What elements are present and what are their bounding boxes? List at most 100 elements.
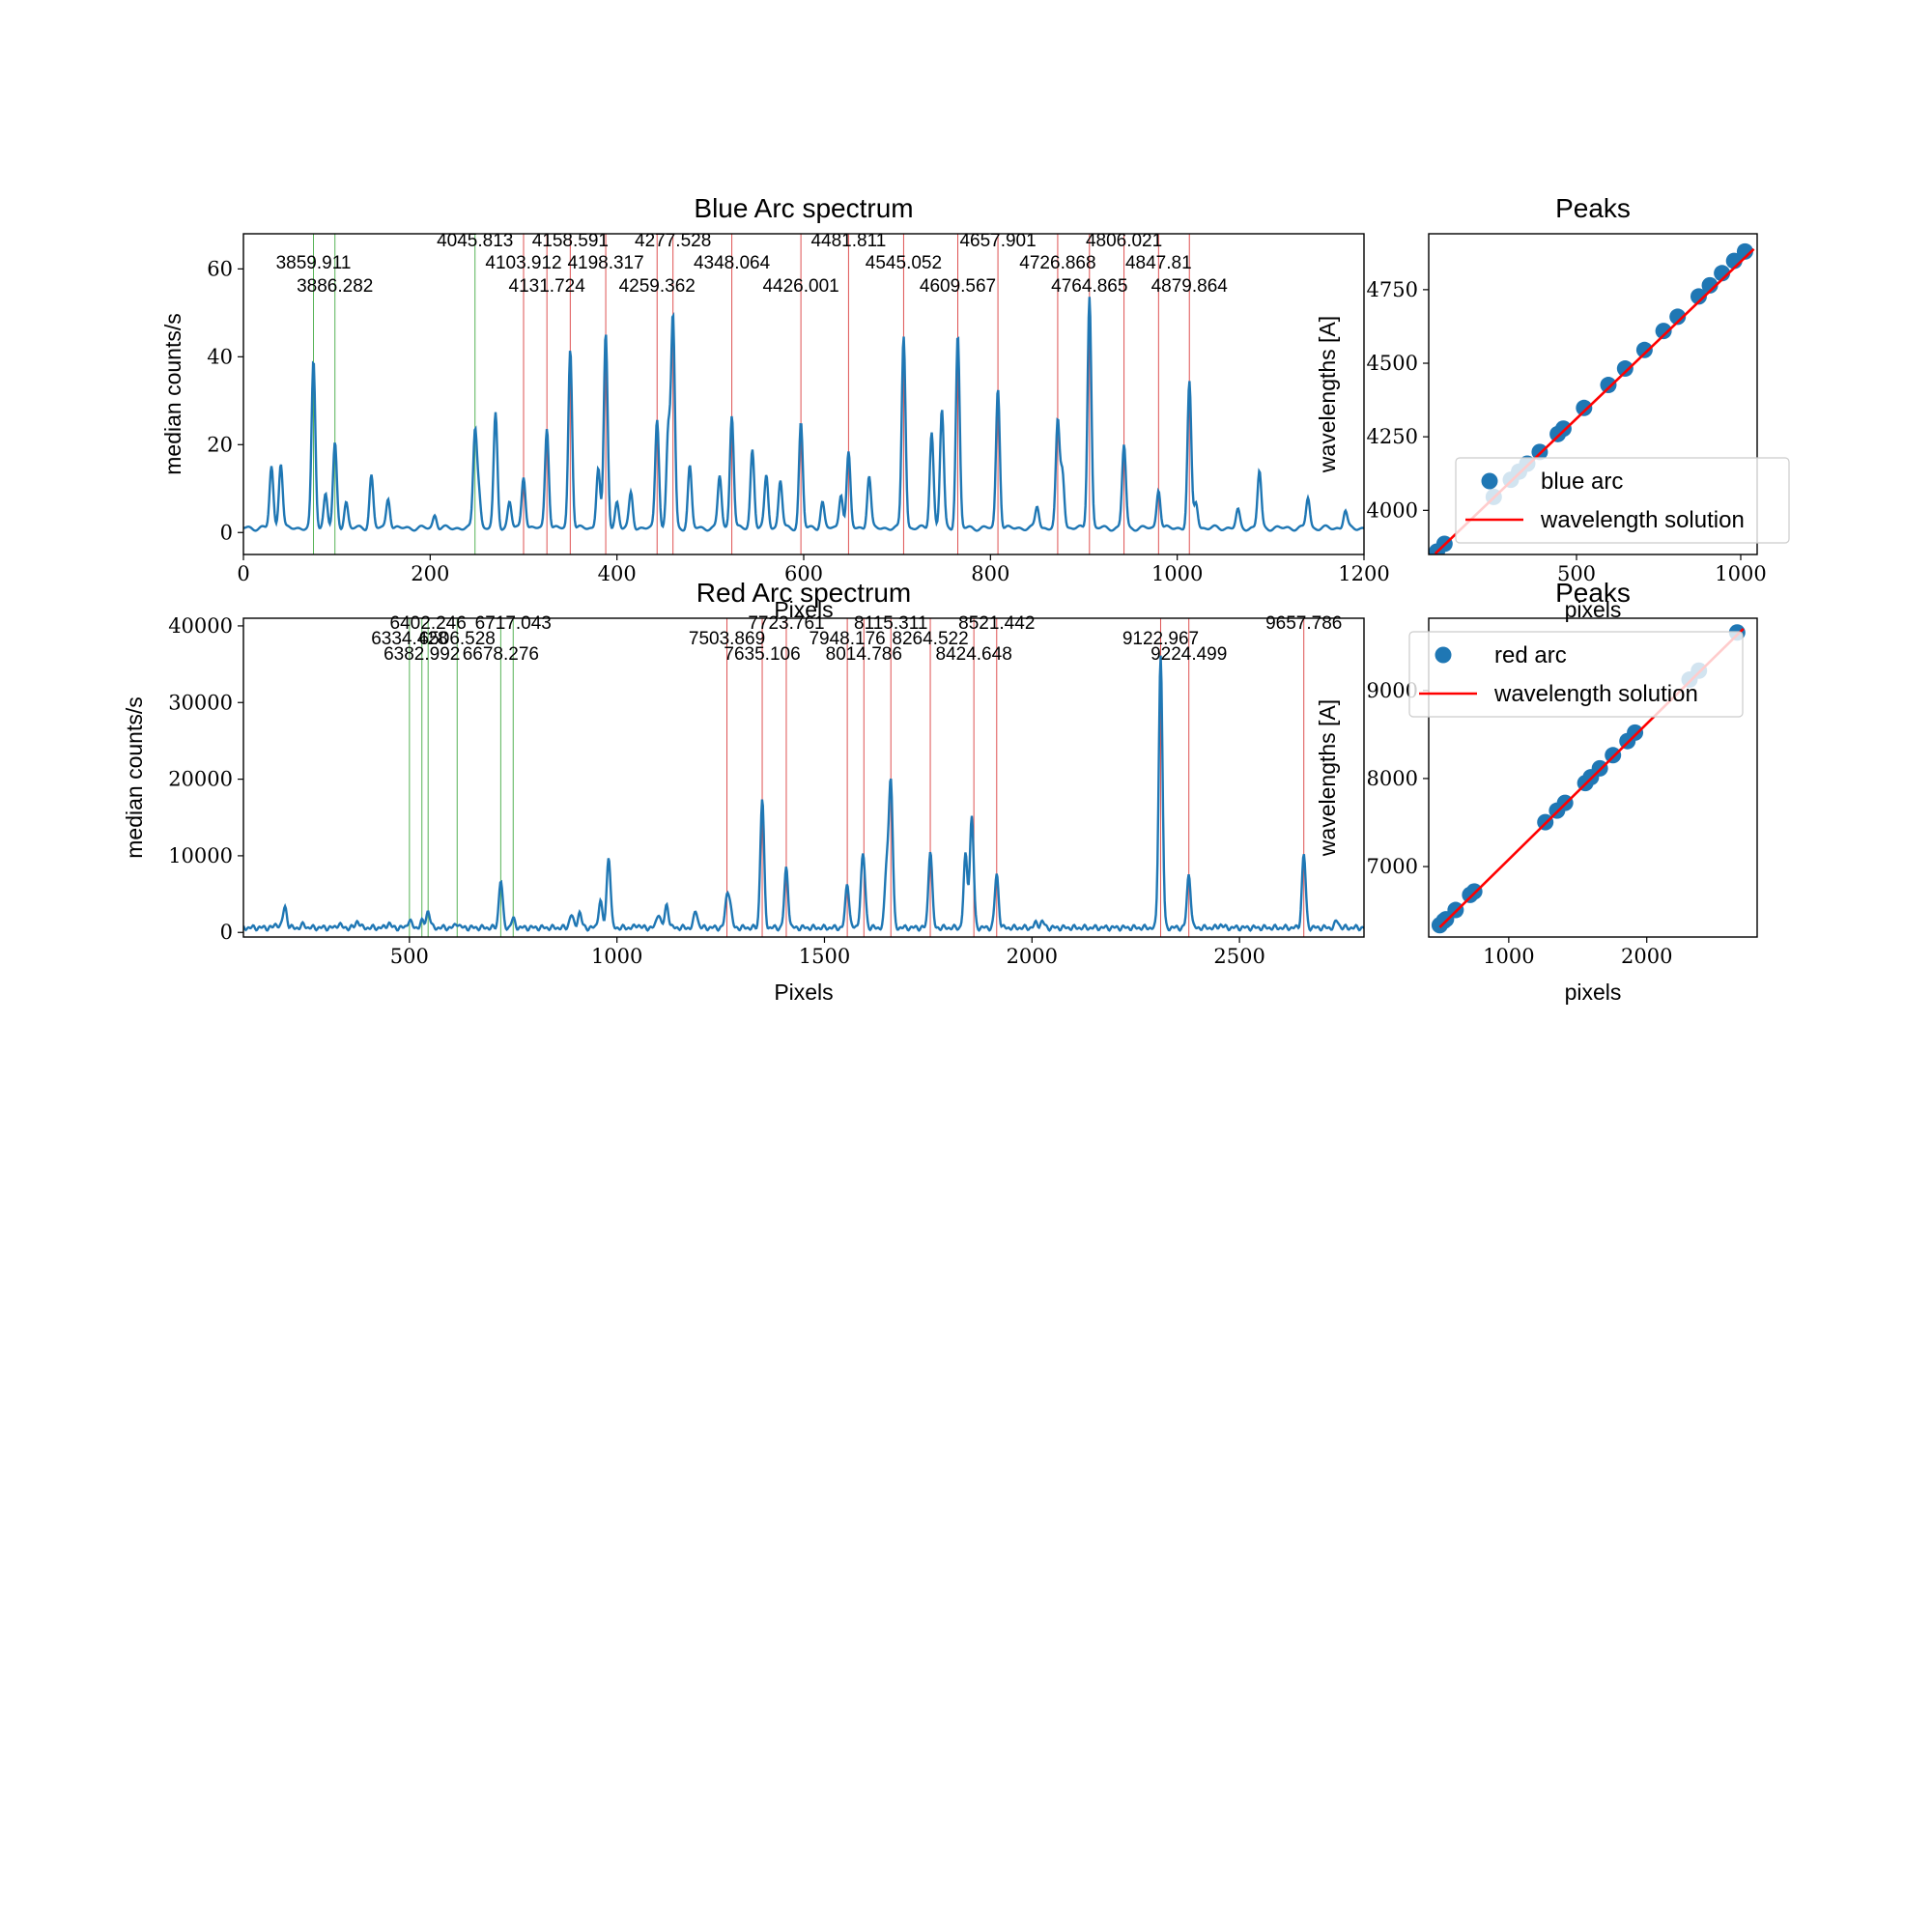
x-tick-label: 1000 xyxy=(1715,562,1766,585)
peak-point xyxy=(1600,377,1617,394)
y-tick-label: 4750 xyxy=(1367,278,1418,301)
chart-title: Blue Arc spectrum xyxy=(694,193,913,223)
y-tick-label: 0 xyxy=(220,921,233,944)
x-tick-label: 1000 xyxy=(1151,562,1203,585)
line-wavelength-label: 4609.567 xyxy=(920,276,996,297)
x-tick-label: 2000 xyxy=(1621,945,1672,968)
peak-point xyxy=(1655,323,1672,340)
peak-point xyxy=(1690,288,1707,305)
line-wavelength-label: 8424.648 xyxy=(936,644,1012,665)
y-tick-label: 4250 xyxy=(1367,425,1418,448)
line-wavelength-label: 4426.001 xyxy=(762,276,838,297)
y-tick-label: 60 xyxy=(207,257,233,280)
legend-box xyxy=(1408,631,1744,718)
peak-point xyxy=(1736,242,1753,260)
line-wavelength-label: 6506.528 xyxy=(419,629,496,649)
y-tick-label: 40 xyxy=(207,345,233,368)
spectrum-line xyxy=(243,655,1364,932)
legend-marker-point xyxy=(1481,472,1498,490)
x-axis-label: Pixels xyxy=(774,980,833,1005)
y-axis-label: wavelengths [A] xyxy=(1315,699,1340,857)
chart-title: Peaks xyxy=(1555,578,1631,608)
x-tick-label: 400 xyxy=(598,562,637,585)
plot-area xyxy=(243,234,1364,554)
y-tick-label: 4500 xyxy=(1367,352,1418,375)
line-wavelength-label: 7723.761 xyxy=(748,613,824,634)
x-tick-label: 2000 xyxy=(1007,945,1058,968)
y-tick-label: 40000 xyxy=(168,614,233,638)
y-tick-label: 8000 xyxy=(1367,767,1418,790)
line-wavelength-label: 8521.442 xyxy=(958,613,1035,634)
x-tick-label: 500 xyxy=(390,945,429,968)
line-wavelength-label: 4158.591 xyxy=(532,231,609,251)
x-axis-label: pixels xyxy=(1565,980,1622,1005)
line-wavelength-label: 9657.786 xyxy=(1265,613,1342,634)
y-tick-label: 30000 xyxy=(168,691,233,714)
line-wavelength-label: 4481.811 xyxy=(810,231,886,251)
line-wavelength-label: 9122.967 xyxy=(1122,629,1199,649)
red-peaks-panel: 1000 2000700080009000Peakspixelswavelengt… xyxy=(1315,578,1758,1005)
x-tick-label: 1000 xyxy=(591,945,642,968)
line-wavelength-label: 4131.724 xyxy=(509,276,586,297)
line-wavelength-label: 4348.064 xyxy=(694,253,771,273)
line-wavelength-label: 7948.176 xyxy=(809,629,885,649)
x-tick-label: 600 xyxy=(784,562,823,585)
spectrum-line xyxy=(243,297,1364,532)
line-wavelength-label: 8014.786 xyxy=(826,644,902,665)
y-axis-label: median counts/s xyxy=(122,696,147,858)
peak-point xyxy=(1616,360,1634,378)
chart-title: Peaks xyxy=(1555,193,1631,223)
x-tick-label: 500 xyxy=(1557,562,1596,585)
plot-frame xyxy=(242,233,1365,555)
line-wavelength-label: 4764.865 xyxy=(1051,276,1127,297)
line-wavelength-label: 7503.869 xyxy=(689,629,765,649)
chart-title: Red Arc spectrum xyxy=(696,578,912,608)
peak-point xyxy=(1635,341,1653,358)
y-axis-label: wavelengths [A] xyxy=(1315,316,1340,473)
line-wavelength-label: 4726.868 xyxy=(1019,253,1095,273)
peak-point xyxy=(1669,308,1687,326)
y-tick-label: 10000 xyxy=(168,844,233,867)
legend: red arc wavelength solution xyxy=(1408,631,1744,718)
line-wavelength-label: 4045.813 xyxy=(437,231,513,251)
legend-label: wavelength solution xyxy=(1493,681,1698,707)
blue-arc-spectrum-panel: 0 200 400 600 800 1000 1200 0 20 40 60 Blue Arc spe… xyxy=(160,193,1390,622)
plot-frame xyxy=(1428,617,1758,938)
peak-point xyxy=(1465,883,1483,900)
x-tick-label: 2500 xyxy=(1213,945,1264,968)
line-wavelength-label: 7635.106 xyxy=(724,644,800,665)
x-tick-label: 800 xyxy=(971,562,1009,585)
line-wavelength-label: 3859.911 xyxy=(276,253,352,273)
legend-box xyxy=(1455,457,1790,544)
line-wavelength-label: 8115.311 xyxy=(854,613,927,634)
legend-label: red arc xyxy=(1494,642,1567,668)
line-wavelength-label: 6402.246 xyxy=(390,613,467,634)
peak-point xyxy=(1554,420,1572,438)
legend: blue arc wavelength solution xyxy=(1455,457,1790,544)
y-tick-label: 20 xyxy=(207,433,233,456)
line-wavelength-label: 4277.528 xyxy=(635,231,711,251)
line-wavelength-label: 8264.522 xyxy=(892,629,968,649)
line-wavelength-label: 4259.362 xyxy=(619,276,696,297)
line-wavelength-label: 3886.282 xyxy=(297,276,373,297)
line-wavelength-label: 4103.912 xyxy=(485,253,561,273)
x-tick-label: 1200 xyxy=(1338,562,1389,585)
x-tick-label: 0 xyxy=(237,562,249,585)
line-wavelength-label: 9224.499 xyxy=(1151,644,1227,665)
line-wavelength-label: 6334.428 xyxy=(371,629,447,649)
line-wavelength-label: 4657.901 xyxy=(959,231,1036,251)
y-tick-label: 20000 xyxy=(168,768,233,791)
line-wavelength-label: 6717.043 xyxy=(475,613,552,634)
plot-area xyxy=(243,618,1364,937)
line-wavelength-label: 6678.276 xyxy=(463,644,539,665)
y-axis-label: median counts/s xyxy=(160,313,185,474)
red-arc-spectrum-panel: 500 1000 1500 2000 2500 0 10000 20000 30000 40000… xyxy=(122,578,1365,1005)
plot-frame xyxy=(242,617,1365,938)
y-tick-label: 0 xyxy=(220,521,233,544)
line-wavelength-label: 4879.864 xyxy=(1151,276,1229,297)
line-wavelength-label: 4198.317 xyxy=(567,253,643,273)
plot-frame xyxy=(1428,233,1758,555)
x-tick-label: 200 xyxy=(411,562,449,585)
y-tick-label: 7000 xyxy=(1367,855,1418,878)
